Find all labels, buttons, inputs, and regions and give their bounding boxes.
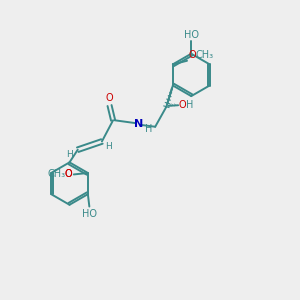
Text: O: O bbox=[65, 169, 73, 179]
Text: H: H bbox=[186, 100, 193, 110]
Text: O: O bbox=[188, 50, 196, 60]
Text: O: O bbox=[106, 93, 113, 103]
Text: O: O bbox=[179, 100, 186, 110]
Text: H: H bbox=[146, 124, 153, 134]
Text: HO: HO bbox=[82, 209, 97, 220]
Text: CH₃: CH₃ bbox=[195, 50, 213, 60]
Text: O: O bbox=[65, 169, 73, 179]
Text: N: N bbox=[134, 119, 144, 129]
Text: H: H bbox=[67, 150, 73, 159]
Text: ›››: ››› bbox=[169, 102, 177, 108]
Text: CH₃: CH₃ bbox=[47, 169, 65, 179]
Text: H: H bbox=[105, 142, 112, 151]
Text: HO: HO bbox=[184, 30, 199, 40]
